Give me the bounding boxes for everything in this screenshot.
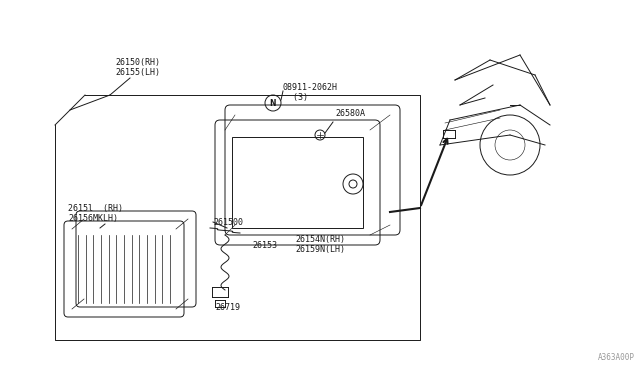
Text: 2615l  (RH): 2615l (RH) <box>68 204 123 213</box>
Text: (3): (3) <box>283 93 308 102</box>
Text: 08911-2062H: 08911-2062H <box>283 83 338 92</box>
Text: 26150(RH): 26150(RH) <box>115 58 160 67</box>
Text: 26156MKLH): 26156MKLH) <box>68 214 118 223</box>
Text: 26719: 26719 <box>215 304 240 312</box>
Text: 26155(LH): 26155(LH) <box>115 68 160 77</box>
Text: 26580A: 26580A <box>335 109 365 118</box>
Text: 261500: 261500 <box>213 218 243 227</box>
Text: 26159N(LH): 26159N(LH) <box>295 245 345 254</box>
Text: 26154N(RH): 26154N(RH) <box>295 235 345 244</box>
Text: 26153: 26153 <box>252 241 277 250</box>
Text: N: N <box>269 99 276 108</box>
Text: A363A00P: A363A00P <box>598 353 635 362</box>
Bar <box>232 137 363 228</box>
